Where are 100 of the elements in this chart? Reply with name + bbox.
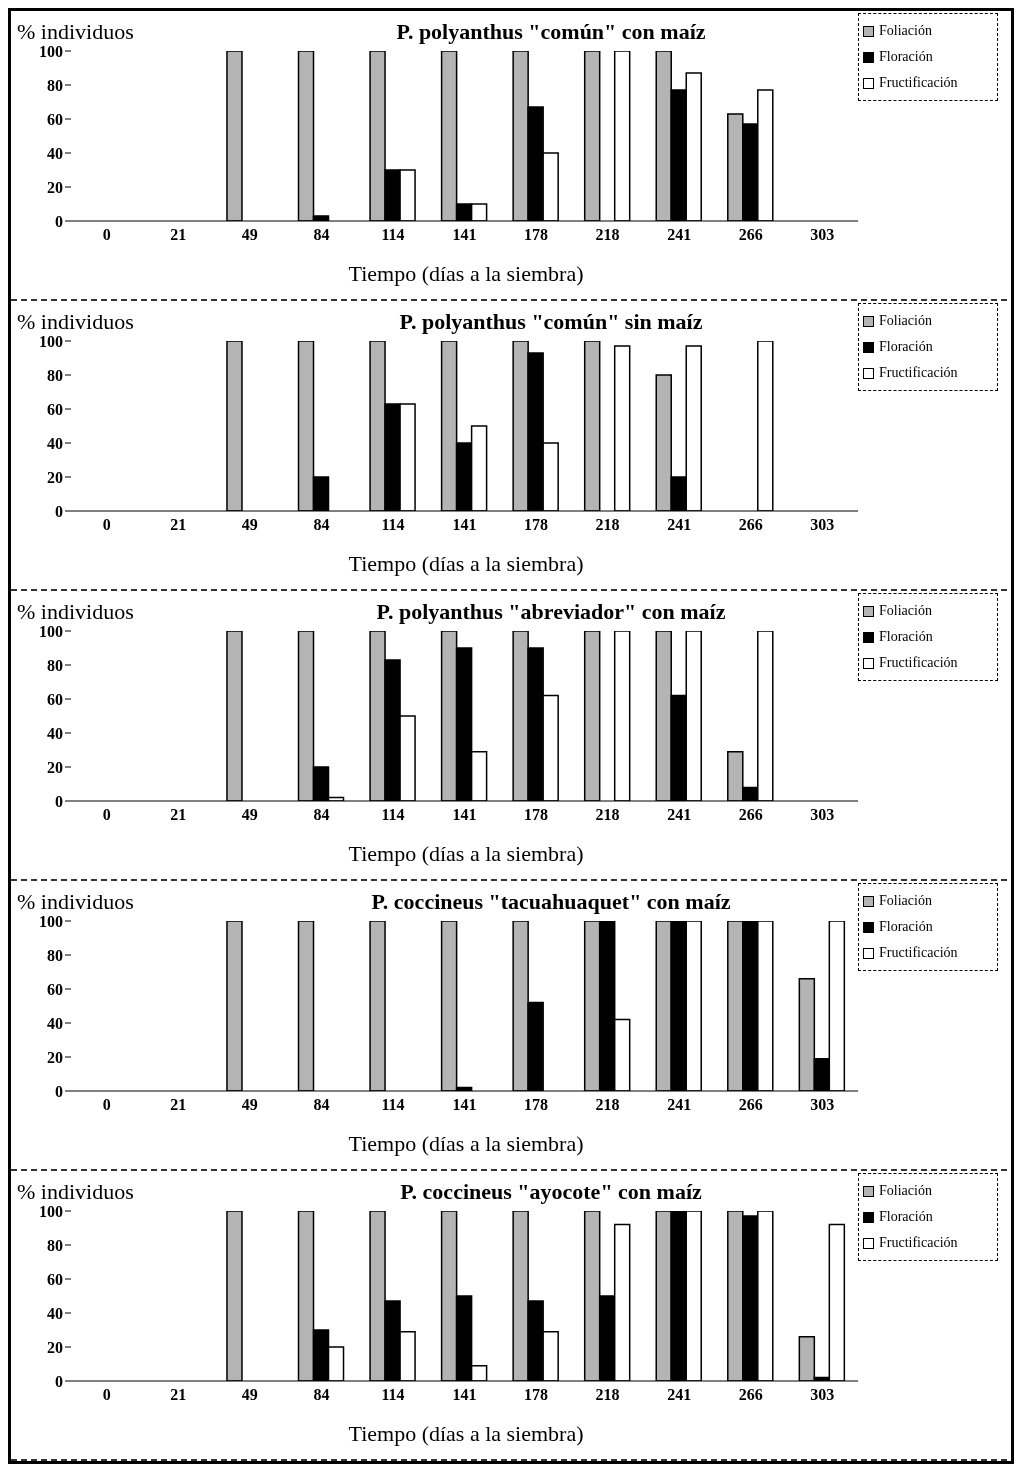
y-tick-label: 100: [39, 622, 63, 640]
chart-title: P. polyanthus "común" sin maíz: [398, 309, 704, 335]
legend-label: Floración: [879, 1208, 933, 1226]
y-tick-label: 0: [55, 1082, 63, 1100]
chart-title: P. polyanthus "común" con maíz: [395, 19, 707, 45]
y-tick-label: 40: [47, 1014, 63, 1032]
y-tick-label: 0: [55, 502, 63, 520]
x-tick-label: 0: [102, 1096, 111, 1114]
legend-label: Foliación: [879, 602, 932, 620]
y-tick-label: 60: [47, 400, 63, 418]
y-tick-label: 60: [47, 110, 63, 128]
y-tick-label: 0: [55, 212, 63, 230]
legend-label: Floración: [879, 918, 933, 936]
y-tick-label: 80: [47, 76, 63, 94]
x-tick-label: 218: [595, 806, 620, 824]
y-tick-label: 0: [55, 1372, 63, 1390]
y-tick-label: 80: [47, 946, 63, 964]
x-axis-title: Tiempo (días a la siembra): [347, 841, 585, 867]
legend-label: Floración: [879, 628, 933, 646]
x-tick-label: 266: [738, 1096, 763, 1114]
y-axis-title: % individuos: [17, 1179, 134, 1205]
x-tick-label: 141: [452, 806, 477, 824]
x-tick-label: 84: [313, 1096, 330, 1114]
y-tick-label: 20: [47, 468, 63, 486]
x-tick-label: 0: [102, 516, 111, 534]
legend-label: Floración: [879, 48, 933, 66]
legend-label: Fructificación: [879, 654, 958, 672]
x-tick-label: 49: [241, 806, 258, 824]
x-tick-label: 84: [313, 226, 330, 244]
chart-title: P. coccineus "ayocote" con maíz: [399, 1179, 703, 1205]
x-tick-label: 303: [810, 1386, 835, 1404]
x-tick-label: 49: [241, 1386, 258, 1404]
x-tick-label: 266: [738, 516, 763, 534]
y-tick-label: 100: [39, 42, 63, 60]
x-tick-label: 178: [524, 1096, 549, 1114]
x-tick-label: 218: [595, 1096, 620, 1114]
x-tick-label: 21: [170, 806, 187, 824]
x-tick-label: 114: [381, 806, 405, 824]
y-tick-label: 80: [47, 656, 63, 674]
x-tick-label: 178: [524, 516, 549, 534]
x-axis-title: Tiempo (días a la siembra): [347, 551, 585, 577]
legend-label: Foliación: [879, 22, 932, 40]
x-tick-label: 141: [452, 1386, 477, 1404]
legend-label: Fructificación: [879, 944, 958, 962]
y-tick-label: 20: [47, 178, 63, 196]
x-tick-label: 21: [170, 226, 187, 244]
y-axis-title: % individuos: [17, 309, 134, 335]
legend-label: Fructificación: [879, 364, 958, 382]
x-tick-label: 141: [452, 226, 477, 244]
x-tick-label: 141: [452, 1096, 477, 1114]
x-tick-label: 303: [810, 806, 835, 824]
y-tick-label: 60: [47, 980, 63, 998]
y-tick-label: 40: [47, 144, 63, 162]
x-tick-label: 114: [381, 1096, 405, 1114]
x-tick-label: 141: [452, 516, 477, 534]
y-tick-label: 0: [55, 792, 63, 810]
x-tick-label: 0: [102, 1386, 111, 1404]
y-tick-label: 20: [47, 758, 63, 776]
x-tick-label: 178: [524, 226, 549, 244]
y-tick-label: 80: [47, 1236, 63, 1254]
legend-label: Foliación: [879, 892, 932, 910]
y-tick-label: 100: [39, 332, 63, 350]
x-tick-label: 114: [381, 1386, 405, 1404]
legend-label: Foliación: [879, 312, 932, 330]
x-tick-label: 49: [241, 516, 258, 534]
y-tick-label: 60: [47, 690, 63, 708]
x-tick-label: 49: [241, 1096, 258, 1114]
x-tick-label: 114: [381, 226, 405, 244]
legend-label: Foliación: [879, 1182, 932, 1200]
y-tick-label: 100: [39, 912, 63, 930]
x-tick-label: 84: [313, 1386, 330, 1404]
x-tick-label: 303: [810, 1096, 835, 1114]
chart-title: P. polyanthus "abreviador" con maíz: [375, 599, 727, 625]
x-tick-label: 241: [667, 226, 692, 244]
x-tick-label: 241: [667, 516, 692, 534]
y-tick-label: 20: [47, 1338, 63, 1356]
x-tick-label: 0: [102, 806, 111, 824]
y-axis-title: % individuos: [17, 19, 134, 45]
y-tick-label: 20: [47, 1048, 63, 1066]
x-tick-label: 303: [810, 226, 835, 244]
legend-label: Floración: [879, 338, 933, 356]
x-tick-label: 241: [667, 1096, 692, 1114]
y-axis-title: % individuos: [17, 599, 134, 625]
legend-label: Fructificación: [879, 1234, 958, 1252]
x-tick-label: 84: [313, 806, 330, 824]
x-tick-label: 114: [381, 516, 405, 534]
x-tick-label: 21: [170, 1096, 187, 1114]
x-tick-label: 266: [738, 1386, 763, 1404]
legend-label: Fructificación: [879, 74, 958, 92]
y-tick-label: 100: [39, 1202, 63, 1220]
x-tick-label: 0: [102, 226, 111, 244]
x-tick-label: 266: [738, 226, 763, 244]
x-tick-label: 218: [595, 516, 620, 534]
y-tick-label: 40: [47, 434, 63, 452]
x-tick-label: 178: [524, 806, 549, 824]
x-tick-label: 84: [313, 516, 330, 534]
y-tick-label: 40: [47, 1304, 63, 1322]
x-tick-label: 49: [241, 226, 258, 244]
x-tick-label: 218: [595, 1386, 620, 1404]
chart-title: P. coccineus "tacuahuaquet" con maíz: [370, 889, 732, 915]
